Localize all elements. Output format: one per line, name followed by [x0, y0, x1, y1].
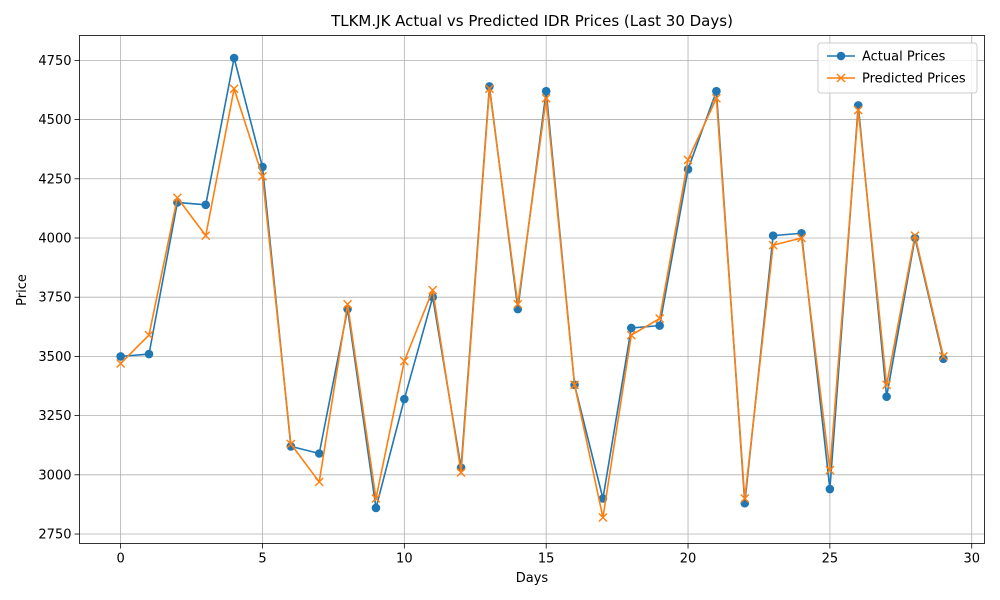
predicted-prices-point	[655, 314, 665, 324]
x-axis-title: Days	[516, 571, 549, 586]
predicted-prices-point	[598, 512, 608, 522]
y-tick-label: 4750	[38, 54, 71, 69]
actual-prices-point	[626, 323, 636, 333]
actual-prices-point	[541, 86, 551, 96]
y-tick-label: 4000	[38, 231, 71, 246]
predicted-prices-point	[116, 359, 126, 369]
plot-frame	[79, 35, 985, 544]
predicted-prices-point	[938, 351, 948, 361]
predicted-prices-point	[740, 494, 750, 503]
predicted-prices-point	[456, 467, 466, 477]
actual-prices-point	[768, 231, 778, 240]
y-tick-label: 3000	[38, 468, 71, 483]
predicted-prices-point	[853, 105, 863, 115]
actual-prices-point	[229, 53, 239, 63]
predicted-prices-point	[513, 299, 523, 309]
y-tick-label: 4500	[38, 113, 71, 128]
chart-title: TLKM.JK Actual vs Predicted IDR Prices (…	[330, 12, 733, 30]
x-tick-label: 30	[963, 552, 980, 567]
predicted-prices-point	[314, 477, 324, 487]
legend-box	[817, 42, 978, 94]
predicted-prices-point	[910, 231, 920, 241]
actual-prices-point	[485, 82, 494, 91]
actual-prices-point	[939, 354, 948, 364]
axis-ticks: 0 5 10 15 20 25 30 2750 3000 3250 3500 3750 4000 4250…	[38, 54, 980, 567]
actual-prices-point	[655, 321, 664, 330]
predicted-prices-point	[172, 193, 182, 203]
actual-prices-point	[286, 442, 296, 451]
predicted-prices-point	[343, 299, 353, 309]
predicted-prices-point	[286, 439, 296, 449]
actual-prices-point	[144, 349, 154, 359]
legend-predicted-prices-label: Predicted Prices	[862, 72, 966, 87]
series-layer	[116, 53, 948, 522]
x-tick-label: 15	[538, 552, 555, 567]
y-axis-title: Price	[15, 274, 30, 306]
y-tick-label: 3250	[38, 409, 71, 424]
predicted-prices-point	[570, 380, 580, 390]
legend-predicted-prices-marker	[836, 73, 846, 83]
y-tick-label: 2750	[38, 528, 71, 543]
predicted-prices-point	[201, 231, 211, 241]
actual-prices-point	[400, 394, 409, 404]
predicted-prices-line	[120, 87, 945, 519]
predicted-prices-point	[428, 285, 438, 295]
legend-actual-prices-marker	[836, 51, 846, 61]
predicted-prices-point	[484, 84, 494, 94]
x-tick-label: 0	[116, 552, 124, 567]
predicted-prices-point	[399, 356, 409, 366]
predicted-prices-point	[626, 330, 636, 340]
x-tick-label: 5	[258, 552, 266, 567]
x-tick-label: 25	[822, 552, 839, 567]
actual-prices-point	[740, 498, 750, 508]
legend: Actual Prices Predicted Prices	[817, 42, 978, 94]
predicted-prices-point	[229, 84, 239, 94]
actual-prices-point	[371, 503, 381, 513]
predicted-prices-point	[825, 465, 835, 475]
actual-prices-point	[712, 86, 721, 96]
predicted-prices-point	[711, 93, 721, 103]
x-tick-label: 20	[680, 552, 697, 567]
predicted-prices-point	[541, 93, 551, 103]
actual-prices-point	[797, 228, 806, 238]
actual-prices-point	[513, 304, 523, 314]
predicted-prices-point	[257, 171, 267, 181]
y-tick-label: 3500	[38, 350, 71, 365]
legend-actual-prices-label: Actual Prices	[862, 50, 946, 65]
x-tick-label: 10	[396, 552, 413, 567]
predicted-prices-point	[797, 233, 807, 243]
y-tick-label: 3750	[38, 291, 71, 306]
predicted-prices-point	[371, 494, 381, 503]
actual-prices-point	[825, 484, 835, 494]
predicted-prices-point	[768, 240, 778, 250]
predicted-prices-point	[144, 330, 154, 340]
actual-prices-point	[882, 392, 891, 401]
predicted-prices-point	[683, 155, 693, 165]
actual-prices-point	[853, 101, 863, 110]
predicted-prices-series	[116, 84, 948, 522]
actual-prices-point	[314, 449, 324, 458]
predicted-prices-point	[882, 380, 892, 390]
actual-prices-point	[201, 200, 211, 210]
y-tick-label: 4250	[38, 172, 71, 187]
actual-prices-point	[116, 352, 125, 361]
